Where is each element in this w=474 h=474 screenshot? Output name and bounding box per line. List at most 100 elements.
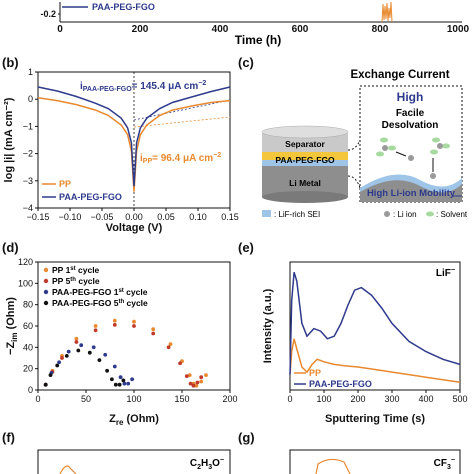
panel-d-data-point	[166, 345, 171, 350]
legend-paa-5th: PAA-PEG-FGO 5th cycle	[52, 298, 148, 308]
legend-ion-swatch	[384, 211, 390, 217]
panel-e-species: LiF−	[436, 267, 455, 279]
panel-b-ytick-label: −4	[23, 203, 33, 213]
panel-b-annotation-paa: iPAA-PEG-FGO= 145.4 μA cm−2	[80, 80, 206, 93]
panel-d-data-point	[110, 377, 114, 382]
panel-d-data-point	[91, 345, 96, 350]
panel-c-label: (c)	[238, 55, 254, 70]
panel-f-series-pp	[59, 465, 77, 474]
panel-b: (b) −0.15 −0.10 −0.05 0.00 0.05 0.10 0.15 −4 −3…	[2, 55, 239, 234]
panel-d-xtick-label: 100	[126, 394, 141, 404]
panel-b-series-paa	[37, 86, 231, 187]
coating-layer	[262, 150, 348, 160]
panel-e-xtick-label: 500	[452, 394, 467, 404]
panel-d-ytick-label: 20	[23, 364, 33, 374]
panel-d-data-point	[87, 350, 92, 355]
legend-marker-paa-1st	[43, 289, 49, 295]
panel-e-xtick-label: 200	[350, 394, 365, 404]
panel-d-data-point	[204, 373, 208, 377]
panel-d: (d) 0 50 100 150 200 0 20 40 60 80 100 120 PP 1st …	[2, 240, 238, 427]
panel-d-ylabel: −Zim (Ohm)	[5, 297, 19, 355]
separator-top	[261, 125, 349, 139]
panel-d-data-point	[112, 364, 117, 369]
panel-a-xtick: 200	[132, 24, 149, 35]
panel-g-series-pp	[315, 458, 351, 474]
panel-b-xtick-label: 0.05	[157, 212, 175, 222]
panel-d-data-point	[60, 356, 64, 360]
panel-e-xticks: 0 100 200 300 400 500	[287, 390, 468, 404]
li-ion	[408, 155, 414, 161]
panel-d-ytick-label: 60	[23, 321, 33, 331]
panel-d-data-point	[132, 324, 136, 328]
panel-d-label: (d)	[2, 240, 19, 255]
li-metal-bottom	[262, 191, 348, 203]
solvent-molecule	[430, 149, 438, 155]
panel-d-data-point	[168, 342, 173, 346]
panel-d-data-point	[199, 375, 204, 380]
panel-d-ytick-label: 40	[23, 342, 33, 352]
panel-d-data-point	[187, 373, 192, 377]
panel-d-data-point	[130, 377, 135, 382]
panel-e-legend-paa: PAA-PEG-FGO	[309, 379, 372, 389]
panel-d-data-point	[195, 380, 200, 385]
panel-d-yticks: 0 20 40 60 80 100 120	[18, 257, 38, 395]
panel-f-label: (f)	[2, 430, 15, 445]
panel-d-ytick-label: 80	[23, 300, 33, 310]
panel-c-zoom-connector	[347, 139, 361, 189]
panel-c-title: Exchange Current	[350, 69, 449, 81]
panel-b-annotation-pp: iPP= 96.4 μA cm−2	[140, 152, 221, 165]
panel-d-data-point	[199, 379, 204, 384]
panel-a-xtick: 800	[372, 24, 389, 35]
legend-solvent: : Solvent	[436, 210, 468, 219]
panel-a-voltage-trace	[381, 1, 393, 23]
panel-e-xtick-label: 400	[418, 394, 433, 404]
panel-e-frame	[289, 261, 461, 391]
panel-a-ytick: -0.2	[40, 9, 56, 19]
panel-c-high: High	[397, 90, 424, 104]
panel-e-series-paa	[289, 271, 461, 375]
panel-d-data-point	[74, 340, 79, 344]
panel-c-solvated-ion-right	[430, 137, 450, 155]
panel-f-species: C2H3O−	[190, 457, 224, 471]
panel-d-data-point	[64, 354, 69, 358]
panel-d-data-point	[132, 319, 136, 324]
panel-c-facile: Facile	[396, 108, 425, 119]
panel-d-data-point	[93, 328, 98, 333]
legend-sei: : LiF-rich SEI	[274, 210, 320, 219]
panel-d-xticks: 0 50 100 150 200	[35, 390, 238, 404]
panel-c-li-surface	[360, 180, 462, 202]
li-ion	[437, 143, 443, 149]
panel-b-legend-paa: PAA-PEG-FGO	[59, 192, 122, 202]
panel-e-ylabel: Intensity (a.u.)	[262, 288, 274, 363]
panel-a-xlabel: Time (h)	[235, 33, 281, 47]
panel-d-xtick-label: 50	[81, 394, 91, 404]
solvent-molecule	[442, 143, 450, 149]
panel-a-xticks: 0 200 400 600 800 1000	[57, 24, 469, 35]
panel-e-legend-pp: PP	[309, 368, 321, 378]
panel-g-frame	[289, 449, 461, 474]
panel-d-data-point	[194, 383, 199, 388]
panel-a: -0.2 PAA-PEG-FGO 0 200 400 600 800 1000 …	[40, 1, 470, 47]
panel-d-data-point	[117, 382, 122, 387]
sei-layer	[262, 158, 348, 166]
panel-c: (c) Exchange Current High Facile Desolva…	[238, 55, 468, 219]
panel-d-data-point	[118, 375, 123, 380]
panel-b-xtick-label: −0.10	[59, 212, 82, 222]
panel-c-solvated-ion-left	[376, 137, 396, 157]
panel-d-ytick-label: 0	[28, 385, 33, 395]
panel-d-data-point	[105, 368, 109, 373]
li-ion	[430, 173, 436, 179]
panel-e-xtick-label: 300	[384, 394, 399, 404]
panel-d-data-point	[103, 352, 108, 357]
panel-a-legend: PAA-PEG-FGO	[62, 2, 155, 12]
panel-d-data-point	[66, 349, 71, 354]
panel-d-data-point	[126, 381, 131, 386]
panel-d-data-point	[74, 336, 79, 341]
panel-b-ytick-label: 0	[28, 94, 33, 104]
panel-b-xtick-label: −0.05	[91, 212, 114, 222]
panel-e-label: (e)	[238, 240, 254, 255]
panel-c-metal-label: Li Metal	[289, 178, 321, 188]
panel-b-yticks: −4 −3 −2 −1 0 1	[23, 67, 38, 213]
panel-d-data-point	[184, 374, 189, 378]
